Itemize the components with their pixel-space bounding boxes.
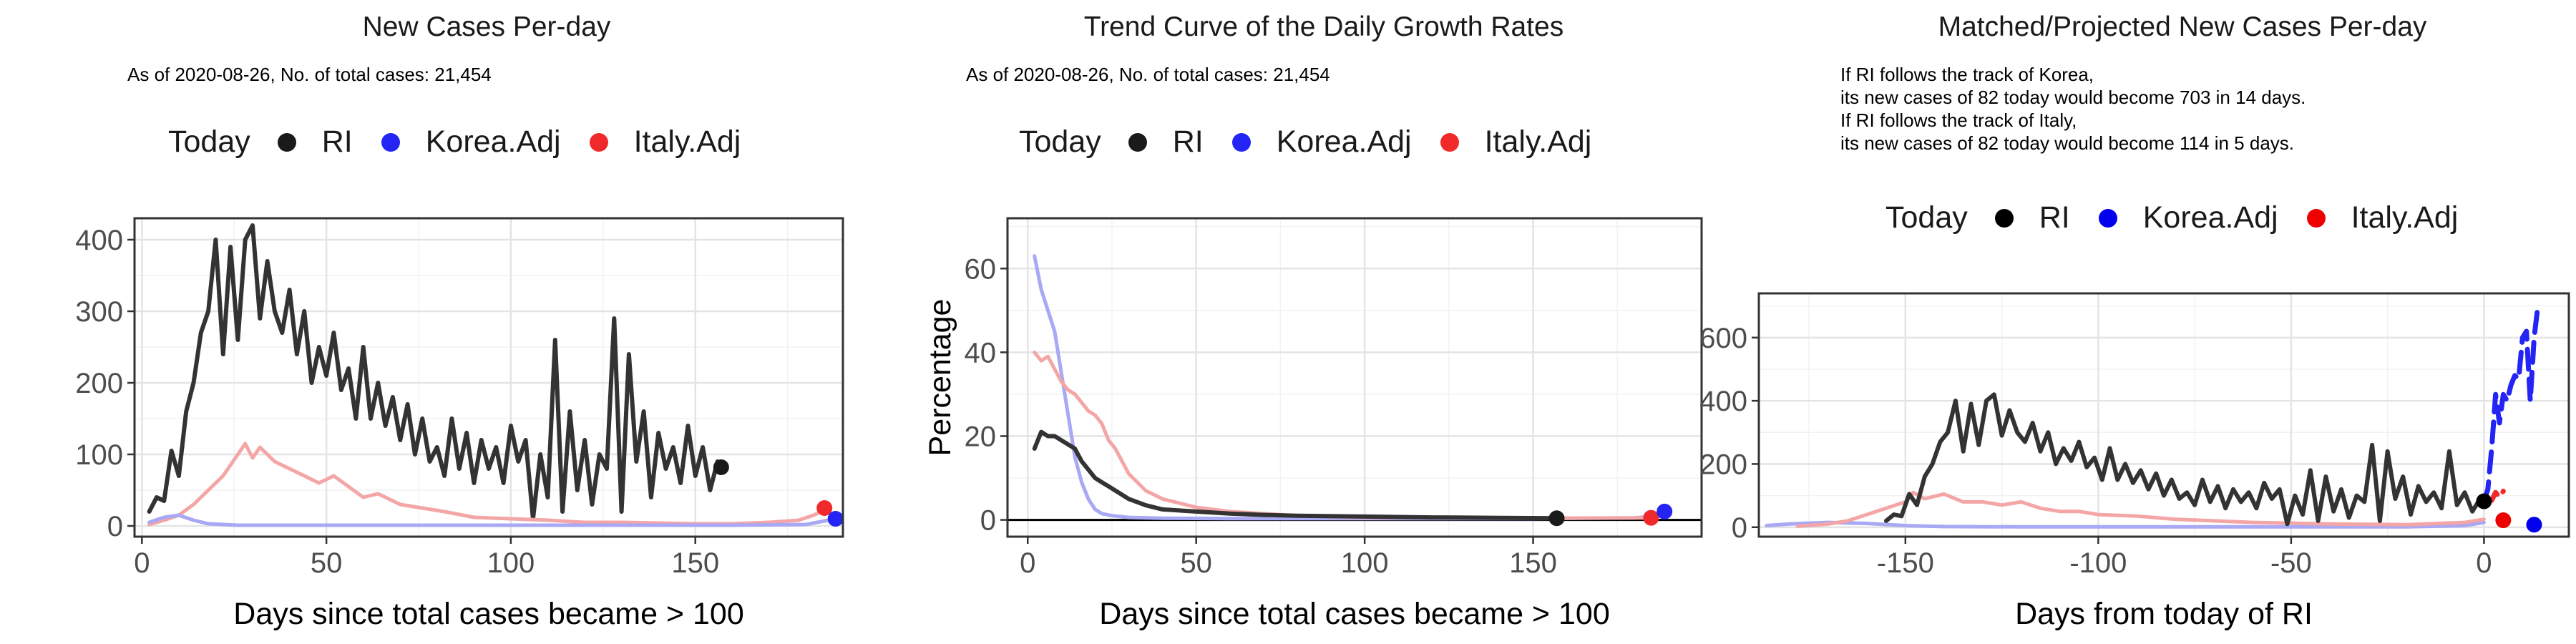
today-point-italy-adj: [1643, 509, 1659, 526]
series-line-ri: [147, 223, 723, 521]
legend-item-korea: Korea.Adj: [381, 125, 561, 160]
series-line-korea-adj: [1033, 254, 1663, 521]
chart-2: 0 50 100 150 0 20 40 60 Days since total cases b…: [923, 217, 1703, 631]
chart-panel-3: Matched/Projected New Cases Per-day If R…: [1717, 0, 2576, 644]
legend-dot-italy: [1440, 132, 1459, 152]
y-tick-label: 0: [1732, 512, 1747, 544]
x-tick-label: 100: [487, 547, 535, 579]
today-point-ri: [1548, 510, 1565, 527]
today-point-italy-adj: [816, 500, 833, 516]
chart-subtitle: As of 2020-08-26, No. of total cases: 21…: [966, 64, 1330, 85]
plot-border: [1757, 292, 2570, 538]
y-tick-label: 0: [980, 505, 996, 537]
y-tick-label: 200: [1699, 449, 1747, 480]
y-tick-label: 20: [965, 421, 997, 452]
y-tick-label: 100: [75, 439, 123, 471]
legend-label-korea: Korea.Adj: [1276, 125, 1412, 159]
x-tick-label: 150: [1509, 547, 1557, 579]
legend-label-ri: RI: [321, 125, 353, 159]
chart-3: -150 -100 -50 0 0 200 400 600 Days from today of…: [1699, 292, 2570, 631]
legend-item-korea: Korea.Adj: [1231, 125, 1412, 160]
legend-label-ri: RI: [2039, 200, 2070, 235]
legend-title: Today: [1019, 125, 1101, 159]
legend-label-korea: Korea.Adj: [2142, 200, 2278, 235]
x-tick-label: 50: [311, 547, 343, 579]
x-axis-label: Days since total cases became > 100: [233, 597, 743, 631]
legend: Today RI Korea.Adj Italy.Adj: [1019, 125, 1620, 160]
series-line-korea-adj-projected: [2481, 302, 2541, 504]
legend-title: Today: [1885, 200, 1968, 235]
chart-subtitle: If RI follows the track of Korea, its ne…: [1840, 64, 2306, 154]
x-tick-label: -150: [1877, 547, 1934, 579]
series-line-ri: [1032, 429, 1559, 521]
legend-item-ri: RI: [1128, 125, 1204, 160]
x-tick-label: 0: [2476, 547, 2492, 579]
legend-label-italy: Italy.Adj: [1484, 125, 1592, 159]
series-line-italy-adj: [1795, 490, 2486, 528]
legend: Today RI Korea.Adj Italy.Adj: [168, 125, 769, 160]
x-tick-label: 150: [671, 547, 719, 579]
legend-item-ri: RI: [277, 125, 353, 160]
plot-border: [1006, 217, 1703, 538]
legend-dot-korea: [2098, 208, 2117, 228]
y-tick-label: 400: [75, 225, 123, 256]
today-point-ri: [2476, 493, 2492, 509]
x-tick-label: 50: [1180, 547, 1212, 579]
chart-title: Matched/Projected New Cases Per-day: [1938, 11, 2427, 42]
plot-border: [133, 217, 844, 538]
legend-item-italy: Italy.Adj: [1440, 125, 1592, 160]
legend-dot-italy: [2306, 208, 2326, 228]
today-point-korea-adj: [1657, 503, 1673, 519]
x-axis-label: Days since total cases became > 100: [1099, 597, 1609, 631]
legend-item-italy: Italy.Adj: [2306, 200, 2459, 235]
legend-item-italy: Italy.Adj: [589, 125, 741, 160]
chart-title: New Cases Per-day: [362, 11, 611, 42]
legend-title: Today: [168, 125, 250, 159]
y-tick-label: 0: [107, 511, 123, 542]
chart-title: Trend Curve of the Daily Growth Rates: [1083, 11, 1564, 42]
legend-item-korea: Korea.Adj: [2098, 200, 2278, 235]
legend-dot-korea: [381, 132, 400, 152]
today-point-korea-adj: [2526, 517, 2542, 533]
x-axis-label: Days from today of RI: [2015, 597, 2313, 631]
legend-label-korea: Korea.Adj: [425, 125, 561, 159]
y-tick-label: 300: [75, 296, 123, 328]
y-tick-label: 60: [965, 253, 997, 285]
legend-item-ri: RI: [1994, 200, 2070, 235]
legend-dot-ri: [1994, 208, 2014, 228]
legend-label-italy: Italy.Adj: [633, 125, 741, 159]
x-tick-label: -100: [2069, 547, 2127, 579]
y-tick-label: 400: [1699, 386, 1747, 417]
x-tick-label: 100: [1341, 547, 1389, 579]
legend-label-italy: Italy.Adj: [2351, 200, 2459, 235]
legend-label-ri: RI: [1172, 125, 1204, 159]
today-point-korea-adj: [827, 511, 844, 527]
chart-panel-1: New Cases Per-day As of 2020-08-26, No. …: [0, 0, 859, 644]
y-tick-label: 40: [965, 337, 997, 369]
legend: Today RI Korea.Adj Italy.Adj: [1885, 200, 2487, 235]
x-tick-label: -50: [2270, 547, 2312, 579]
today-point-ri: [713, 459, 729, 475]
y-axis-label: Percentage: [923, 299, 957, 457]
today-point-italy-adj: [2495, 512, 2512, 529]
series-line-korea-adj: [147, 513, 838, 527]
x-tick-label: 0: [134, 547, 150, 579]
legend-dot-ri: [1128, 132, 1147, 152]
legend-dot-ri: [277, 132, 296, 152]
series-line-ri: [1883, 392, 2487, 527]
legend-dot-korea: [1231, 132, 1251, 152]
y-tick-label: 600: [1699, 323, 1747, 354]
chart-subtitle: As of 2020-08-26, No. of total cases: 21…: [127, 64, 492, 85]
chart-panel-2: Trend Curve of the Daily Growth Rates As…: [859, 0, 1717, 644]
x-tick-label: 0: [1020, 547, 1035, 579]
chart-1: 0 50 100 150 0 100 200 300 400 Days since total c…: [75, 217, 844, 631]
y-tick-label: 200: [75, 368, 123, 399]
legend-dot-italy: [589, 132, 608, 152]
